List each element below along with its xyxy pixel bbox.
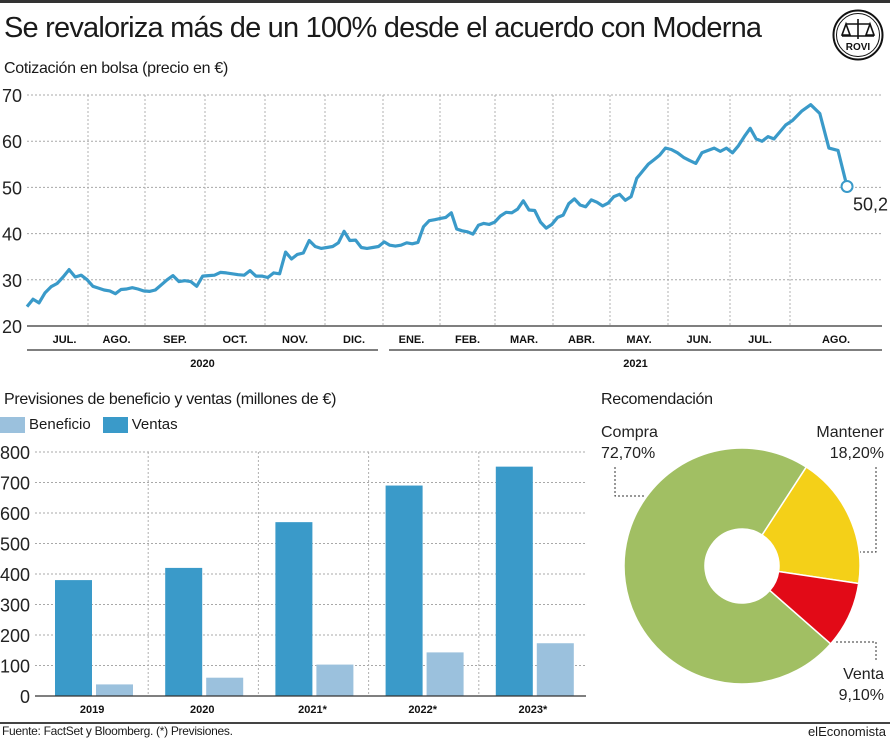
bar-beneficio <box>96 684 133 696</box>
slice-name-venta: Venta <box>843 666 884 683</box>
pie-chart-title: Recomendación <box>601 391 713 408</box>
price-line-chart: 20 30 40 50 60 70 JUL. AGO. SEP. OCT. NOV. DIC. ENE… <box>2 86 888 370</box>
bar-ventas <box>275 522 313 696</box>
month-label: AGO. <box>822 334 850 346</box>
leader-line-mantener <box>860 467 877 553</box>
page-title: Se revaloriza más de un 100% desde el ac… <box>4 12 762 44</box>
legend-swatch-ventas <box>102 416 128 433</box>
y-tick-label: 70 <box>2 86 22 106</box>
leader-line-venta <box>836 641 877 660</box>
bar-ventas <box>385 485 423 696</box>
slice-name-mantener: Mantener <box>816 424 884 441</box>
donut-labels: Compra 72,70% Mantener 18,20% Venta 9,10% <box>601 424 885 704</box>
bar-chart-grid <box>35 451 586 696</box>
bar-beneficio <box>316 664 354 696</box>
month-label: JUL. <box>53 334 77 346</box>
legend-label-beneficio: Beneficio <box>29 416 91 433</box>
price-line <box>25 103 849 308</box>
slice-value-mantener: 18,20% <box>830 445 884 462</box>
y-tick-label: 800 <box>0 443 30 463</box>
month-label: ABR. <box>568 334 595 346</box>
bar-beneficio <box>426 652 464 696</box>
y-tick-label: 300 <box>0 596 30 616</box>
year-label: 2021 <box>623 358 647 370</box>
bar-chart-x-axis: 2019 2020 2021* 2022* 2023* <box>35 695 586 716</box>
y-tick-label: 40 <box>2 225 22 245</box>
category-label: 2020 <box>190 704 214 716</box>
bar-beneficio <box>536 643 574 696</box>
y-tick-label: 400 <box>0 565 30 585</box>
line-chart-series: 50,2 <box>25 103 888 308</box>
bar-chart-legend: Beneficio Ventas <box>0 416 190 433</box>
bar-chart-title: Previsiones de beneficio y ventas (millo… <box>4 391 337 408</box>
source-note: Fuente: FactSet y Bloomberg. (*) Previsi… <box>2 724 233 738</box>
line-chart-x-axis: JUL. AGO. SEP. OCT. NOV. DIC. ENE. FEB. MAR. ABR.… <box>27 325 882 370</box>
category-label: 2019 <box>80 704 104 716</box>
bar-chart-y-axis: 0 100 200 300 400 500 600 700 800 <box>0 443 30 707</box>
month-label: FEB. <box>455 334 480 346</box>
brand-name: elEconomista <box>807 724 886 739</box>
year-label: 2020 <box>190 358 214 370</box>
bar-ventas <box>165 567 203 696</box>
y-tick-label: 200 <box>0 626 30 646</box>
month-label: AGO. <box>102 334 130 346</box>
leader-line-compra <box>614 467 646 497</box>
y-tick-label: 500 <box>0 535 30 555</box>
donut-slice-mantener <box>761 465 861 585</box>
month-label: JUL. <box>748 334 772 346</box>
y-tick-label: 20 <box>2 317 22 337</box>
y-tick-label: 30 <box>2 271 22 291</box>
last-value-marker <box>840 179 854 193</box>
month-label: MAY. <box>626 334 651 346</box>
month-label: OCT. <box>222 334 247 346</box>
slice-name-compra: Compra <box>601 424 658 441</box>
bar-beneficio <box>206 677 244 696</box>
bar-ventas <box>495 466 533 696</box>
slice-value-compra: 72,70% <box>601 445 655 462</box>
rovi-logo: ROVI <box>832 9 884 61</box>
month-label: JUN. <box>686 334 711 346</box>
donut-slices <box>623 447 861 685</box>
month-label: ENE. <box>399 334 425 346</box>
legend-label-ventas: Ventas <box>131 416 178 433</box>
category-label: 2022* <box>408 704 437 716</box>
donut-slice-venta <box>768 570 860 645</box>
scales-of-justice-icon <box>840 19 876 39</box>
slice-value-venta: 9,10% <box>839 687 884 704</box>
legend-swatch-beneficio <box>0 416 25 433</box>
category-label: 2021* <box>298 704 327 716</box>
y-tick-label: 600 <box>0 504 30 524</box>
y-tick-label: 60 <box>2 132 22 152</box>
y-tick-label: 0 <box>20 687 30 707</box>
month-label: DIC. <box>343 334 365 346</box>
bottom-rule <box>0 722 890 724</box>
donut-slice-compra <box>623 447 832 685</box>
month-label: MAR. <box>510 334 538 346</box>
last-value-label: 50,2 <box>853 194 888 214</box>
month-label: NOV. <box>282 334 308 346</box>
category-label: 2023* <box>519 704 548 716</box>
y-tick-label: 50 <box>2 178 22 198</box>
bar-chart-bars <box>55 466 574 696</box>
month-label: SEP. <box>163 334 187 346</box>
y-tick-label: 100 <box>0 657 30 677</box>
top-rule <box>0 0 890 3</box>
line-chart-y-axis: 20 30 40 50 60 70 <box>2 86 22 337</box>
y-tick-label: 700 <box>0 474 30 494</box>
logo-text: ROVI <box>846 42 871 53</box>
line-chart-title: Cotización en bolsa (precio en €) <box>4 60 229 77</box>
bar-ventas <box>55 580 92 696</box>
